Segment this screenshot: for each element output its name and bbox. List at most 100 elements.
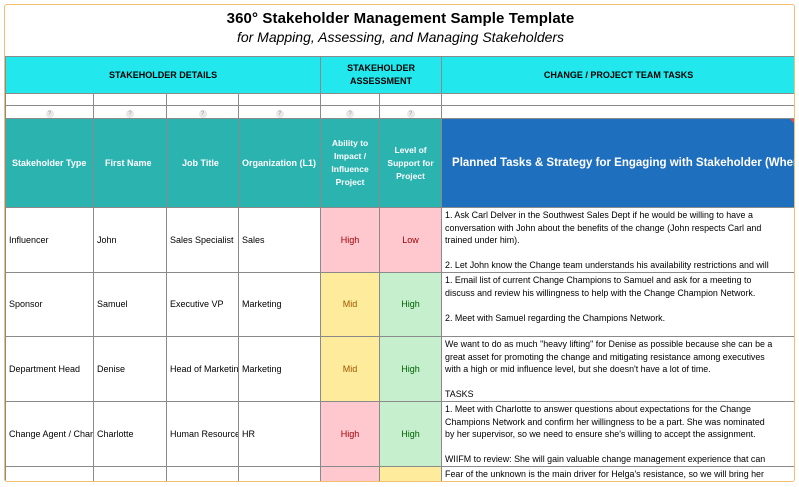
hint-row: ? ? ? ? ? ? — [5, 105, 794, 119]
task-line-gap — [445, 376, 792, 389]
task-line-gap — [445, 299, 792, 312]
hint-cell[interactable]: ? — [166, 105, 239, 119]
cell-first-name[interactable]: Denise — [93, 335, 167, 402]
spacer-cell[interactable] — [320, 93, 381, 106]
section-assessment-line1: STAKEHOLDER — [347, 63, 415, 73]
cell-job-title[interactable]: Head of Marketing — [166, 335, 239, 402]
task-line: discuss and review his willingness to he… — [445, 287, 756, 298]
cell-job-title[interactable]: Sales Specialist — [166, 207, 239, 273]
col-organization[interactable]: Organization (L1) — [237, 118, 322, 208]
cell-support[interactable] — [379, 465, 443, 481]
cell-tasks[interactable]: 1. Meet with Charlotte to answer questio… — [441, 400, 794, 467]
cell-support[interactable]: Low — [379, 207, 443, 273]
cell-organization[interactable] — [237, 465, 322, 481]
section-stakeholder-details[interactable]: STAKEHOLDER DETAILS — [5, 56, 322, 94]
cell-first-name[interactable]: Samuel — [93, 271, 167, 337]
task-line: We want to do as much "heavy lifting" fo… — [445, 338, 773, 349]
table-row: Influencer John Sales Specialist Sales H… — [5, 207, 794, 273]
task-line: with a high or mid influence level, but … — [445, 364, 711, 375]
section-assessment-line2: ASSESSMENT — [350, 76, 413, 86]
cell-stakeholder-type[interactable]: Influencer — [5, 207, 94, 273]
col-support-line1: Level of — [394, 144, 427, 155]
cell-first-name[interactable] — [93, 465, 167, 481]
hint-cell[interactable] — [441, 105, 794, 119]
section-stakeholder-assessment[interactable]: STAKEHOLDER ASSESSMENT — [320, 56, 443, 94]
col-impact-line2: Impact / — [333, 151, 367, 161]
table-row: Sponsor Samuel Executive VP Marketing Mi… — [5, 271, 794, 337]
cell-impact[interactable]: High — [320, 400, 381, 467]
help-icon[interactable]: ? — [126, 109, 134, 118]
cell-stakeholder-type[interactable]: Sponsor — [5, 271, 94, 337]
cell-tasks[interactable]: Fear of the unknown is the main driver f… — [441, 465, 794, 481]
page-subtitle: for Mapping, Assessing, and Managing Sta… — [236, 29, 565, 45]
help-icon[interactable]: ? — [198, 109, 207, 118]
section-team-tasks[interactable]: CHANGE / PROJECT TEAM TASKS — [441, 56, 794, 94]
spacer-cell[interactable] — [441, 93, 794, 106]
col-support-line3: Project — [396, 170, 425, 181]
cell-organization[interactable]: Sales — [237, 207, 322, 273]
column-header-row: Stakeholder Type First Name Job Title Or… — [5, 118, 794, 208]
help-icon[interactable]: ? — [45, 109, 54, 118]
spacer-cell[interactable] — [5, 93, 94, 106]
cell-stakeholder-type[interactable] — [5, 465, 94, 481]
col-first-name[interactable]: First Name — [93, 118, 167, 208]
task-line: great asset for promoting the change and… — [445, 351, 765, 362]
cell-job-title[interactable]: Human Resources — [166, 400, 239, 467]
hint-cell[interactable]: ? — [93, 105, 167, 119]
cell-organization[interactable]: HR — [237, 400, 322, 467]
task-line: 1. Meet with Charlotte to answer questio… — [445, 403, 751, 414]
task-line-gap — [445, 247, 792, 260]
table-row: Department Head Denise Head of Marketing… — [5, 335, 794, 402]
cell-stakeholder-type[interactable]: Change Agent / Champion — [5, 400, 94, 467]
cell-job-title[interactable]: Executive VP — [166, 271, 239, 337]
cell-impact[interactable] — [320, 465, 381, 481]
spacer-row — [5, 93, 794, 106]
help-icon[interactable]: ? — [275, 109, 284, 118]
col-planned-tasks[interactable]: Planned Tasks & Strategy for Engaging wi… — [441, 118, 794, 208]
col-support-line2: Support for — [387, 157, 434, 168]
cell-job-title[interactable] — [166, 465, 239, 481]
cell-impact[interactable]: Mid — [320, 271, 381, 337]
comment-indicator-icon — [790, 119, 794, 124]
help-icon[interactable]: ? — [406, 109, 415, 118]
task-line: trained under him). — [445, 235, 520, 246]
task-line: by her supervisor, so we need to ensure … — [445, 429, 756, 440]
cell-organization[interactable]: Marketing — [237, 271, 322, 337]
cell-tasks[interactable]: We want to do as much "heavy lifting" fo… — [441, 335, 794, 402]
col-impact-line4: Project — [335, 177, 365, 187]
cell-impact[interactable]: High — [320, 207, 381, 273]
section-header-row: STAKEHOLDER DETAILS STAKEHOLDER ASSESSME… — [5, 56, 794, 94]
cell-support[interactable]: High — [379, 400, 443, 467]
col-impact-line1: Ability to — [331, 138, 369, 148]
cell-first-name[interactable]: John — [93, 207, 167, 273]
col-job-title[interactable]: Job Title — [166, 118, 239, 208]
cell-tasks[interactable]: 1. Email list of current Change Champion… — [441, 271, 794, 337]
spacer-cell[interactable] — [166, 93, 239, 106]
cell-first-name[interactable]: Charlotte — [93, 400, 167, 467]
hint-cell[interactable]: ? — [5, 105, 94, 119]
task-line: WIIFM to review: She will gain valuable … — [445, 454, 766, 465]
col-stakeholder-type[interactable]: Stakeholder Type — [5, 118, 94, 208]
cell-stakeholder-type[interactable]: Department Head — [5, 335, 94, 402]
table-row: Fear of the unknown is the main driver f… — [5, 465, 794, 481]
col-ability-to-impact[interactable]: Ability to Impact / Influence Project — [320, 118, 381, 208]
hint-cell[interactable]: ? — [237, 105, 322, 119]
stakeholder-table: STAKEHOLDER DETAILS STAKEHOLDER ASSESSME… — [5, 56, 794, 481]
help-icon[interactable]: ? — [346, 109, 355, 118]
task-line: 2. Let John know the Change team underst… — [445, 260, 769, 271]
cell-organization[interactable]: Marketing — [237, 335, 322, 402]
task-line: Fear of the unknown is the main driver f… — [445, 468, 764, 479]
spacer-cell[interactable] — [379, 93, 443, 106]
task-line: 2. Meet with Samuel regarding the Champi… — [445, 312, 666, 323]
cell-impact[interactable]: Mid — [320, 335, 381, 402]
table-row: Change Agent / Champion Charlotte Human … — [5, 400, 794, 467]
hint-cell[interactable]: ? — [379, 105, 443, 119]
spacer-cell[interactable] — [93, 93, 167, 106]
hint-cell[interactable]: ? — [320, 105, 381, 119]
cell-tasks[interactable]: 1. Ask Carl Delver in the Southwest Sale… — [441, 207, 794, 273]
spacer-cell[interactable] — [237, 93, 322, 106]
col-level-of-support[interactable]: Level of Support for Project — [379, 118, 443, 208]
cell-support[interactable]: High — [379, 271, 443, 337]
spreadsheet-frame: 360° Stakeholder Management Sample Templ… — [4, 4, 795, 482]
cell-support[interactable]: High — [379, 335, 443, 402]
